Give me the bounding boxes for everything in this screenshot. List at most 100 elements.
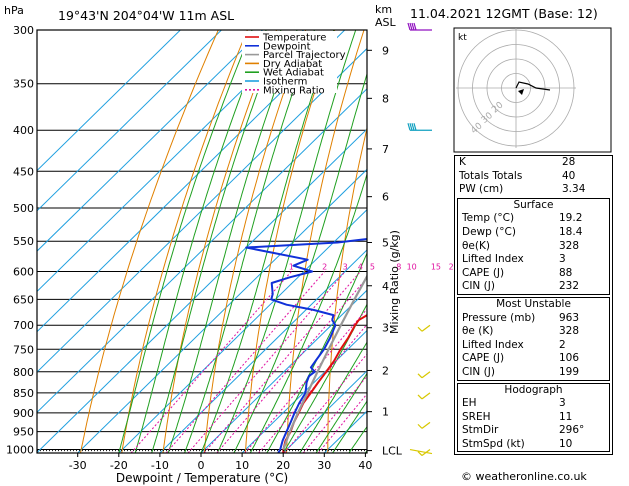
wet-adiabat-line <box>332 400 367 453</box>
isotherm-line <box>37 30 181 172</box>
most-unstable-row: CIN (J) 199 <box>458 366 609 380</box>
mixing-ratio-line <box>302 375 367 453</box>
isotherm-line <box>241 329 367 453</box>
isotherm-line <box>37 47 367 373</box>
most-unstable-row: Lifted Index 2 <box>458 339 609 353</box>
isotherm-line <box>200 289 367 453</box>
km-tick-label: 7 <box>382 143 389 156</box>
isotherm-line <box>37 30 222 212</box>
wind-barb <box>409 22 413 31</box>
surface-label: θe(K) <box>462 239 490 252</box>
mixing-ratio-line <box>216 277 367 453</box>
x-tick-label: -20 <box>110 459 128 472</box>
index-value: 28 <box>562 156 576 168</box>
pressure-tick-label: 750 <box>13 343 34 356</box>
x-tick-label: 0 <box>198 459 205 472</box>
isotherm-line <box>282 370 367 453</box>
hodograph-stat-value: 296° <box>559 424 585 437</box>
most-unstable-label: CAPE (J) <box>462 352 505 365</box>
surface-row: θe(K) 328 <box>458 240 609 254</box>
surface-label: CAPE (J) <box>462 266 505 279</box>
x-tick-label: 40 <box>358 459 372 472</box>
mixing-ratio-label: 3 <box>343 263 348 272</box>
surface-value: 19.2 <box>559 212 583 225</box>
pressure-tick-label: 1000 <box>6 444 34 457</box>
x-tick-label: -30 <box>69 459 87 472</box>
index-value: 40 <box>562 169 576 182</box>
most-unstable-title: Most Unstable <box>496 297 571 310</box>
surface-rows: Temp (°C) 19.2 Dewp (°C) 18.4 θe(K) 328 Lifted… <box>458 212 609 294</box>
x-tick-label: 30 <box>317 459 331 472</box>
mixing-ratio-label: 10 <box>407 263 417 272</box>
index-value: 3.34 <box>562 183 586 196</box>
mixing-ratio-label: 2 <box>322 263 327 272</box>
km-label: km <box>375 3 392 16</box>
dry-adiabat-line <box>121 30 248 453</box>
index-label: Totals Totals <box>459 169 523 182</box>
pressure-tick-label: 300 <box>13 24 34 37</box>
hodograph-stat-label: StmSpd (kt) <box>462 437 525 450</box>
surface-label: Temp (°C) <box>462 212 515 225</box>
wet-adiabat-line <box>167 30 298 453</box>
surface-label: Lifted Index <box>462 253 524 266</box>
dry-adiabat-line <box>286 30 365 453</box>
dry-adiabat-line <box>407 30 451 453</box>
wind-barb <box>409 448 433 455</box>
isotherm-line <box>37 30 346 333</box>
index-row: K 28 <box>455 156 612 170</box>
wet-adiabat-line <box>134 30 267 453</box>
x-tick-label: 20 <box>276 459 290 472</box>
legend-entry: Isotherm <box>263 77 307 88</box>
wet-adiabat-line <box>151 30 282 453</box>
wind-barb <box>411 123 415 131</box>
wind-barb <box>417 423 423 429</box>
km-tick-label: 5 <box>382 236 389 249</box>
most-unstable-label: θe (K) <box>462 325 494 338</box>
surface-row: CIN (J) 232 <box>458 280 609 294</box>
hpa-label: hPa <box>4 4 24 17</box>
mixing-ratio-label: 20 <box>449 263 459 272</box>
km-tick-label: 1 <box>382 406 389 419</box>
profile-lines <box>245 237 367 453</box>
isotherm-line <box>118 208 367 453</box>
hodograph-section: Hodograph EH 3 SREH 11 StmDir 296° StmSpd (kt)… <box>457 382 610 453</box>
legend-entry: Dewpoint <box>263 41 311 52</box>
asl-label: ASL <box>375 16 397 29</box>
mixing-ratio-line <box>283 353 367 453</box>
pressure-tick-label: 950 <box>13 426 34 439</box>
wind-barb <box>409 123 413 131</box>
pressure-tick-label: 850 <box>13 387 34 400</box>
mixing-ratio-label: 1 <box>289 263 294 272</box>
wet-adiabat-line <box>249 172 367 453</box>
km-tick-label: LCL <box>382 445 403 458</box>
surface-value: 3 <box>559 253 566 266</box>
dry-adiabat-line <box>244 30 336 453</box>
legend-box <box>242 31 337 93</box>
hodograph-stat-value: 11 <box>559 410 573 423</box>
surface-row: CAPE (J) 88 <box>458 267 609 281</box>
pressure-tick-label: 500 <box>13 202 34 215</box>
index-rows: K 28 Totals Totals 40 PW (cm) 3.34 <box>455 156 612 197</box>
mixing-ratio-line <box>130 271 292 453</box>
index-label: PW (cm) <box>459 183 504 196</box>
wet-adiabat-line <box>200 30 335 453</box>
surface-value: 88 <box>559 266 573 279</box>
hodograph-stat-label: StmDir <box>462 424 499 437</box>
background-grid <box>37 30 451 453</box>
dry-adiabat-line <box>327 125 367 453</box>
wind-barb <box>417 394 423 400</box>
hodograph-trace <box>515 81 551 91</box>
most-unstable-row: Pressure (mb) 963 <box>458 312 609 326</box>
index-table: K 28 Totals Totals 40 PW (cm) 3.34 Surface Te… <box>454 155 613 456</box>
wind-barb <box>417 451 423 456</box>
surface-value: 18.4 <box>559 225 583 238</box>
legend-entry: Dry Adiabat <box>263 59 322 70</box>
mixing-ratio-line <box>187 271 346 453</box>
wet-adiabat-line <box>118 30 253 453</box>
index-row: PW (cm) 3.34 <box>455 183 612 197</box>
legend-entry: Temperature <box>262 33 326 44</box>
most-unstable-label: Pressure (mb) <box>462 311 536 324</box>
copyright-footer: © weatheronline.co.uk <box>461 470 587 483</box>
